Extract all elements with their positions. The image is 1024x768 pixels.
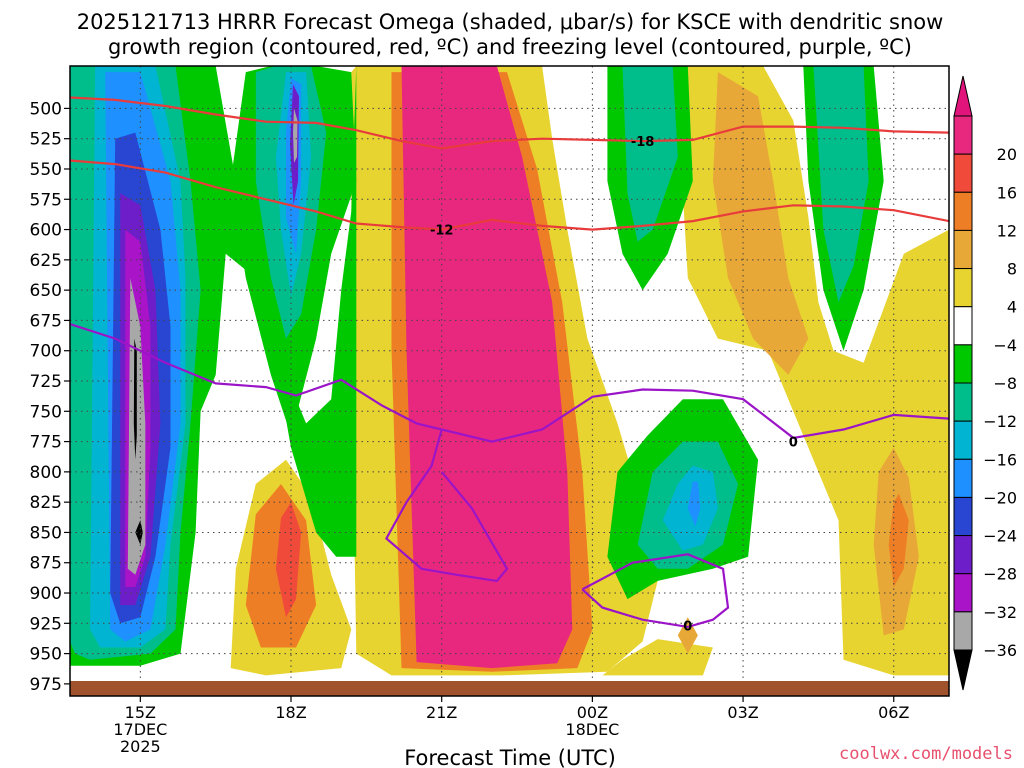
x-tick-label: 18DEC	[565, 720, 619, 739]
colorbar-label: 8	[1007, 260, 1017, 279]
y-tick-label: 700	[30, 342, 62, 362]
x-tick-label: 15Z	[125, 703, 156, 722]
omega-region-35	[687, 481, 701, 527]
y-tick-label: 900	[30, 584, 62, 604]
y-tick-label: 650	[30, 281, 62, 301]
y-tick-label: 975	[30, 675, 62, 695]
colorbar-swatch	[953, 535, 973, 575]
colorbar-label: −28	[983, 565, 1017, 584]
colorbar-swatch	[953, 306, 973, 346]
y-tick-label: 525	[30, 130, 62, 150]
omega-shading	[70, 66, 949, 676]
y-tick-label: 575	[30, 190, 62, 210]
freezing-contour-2-label: 0	[683, 620, 692, 635]
y-tick-label: 675	[30, 311, 62, 331]
dgz-contour-1	[70, 159, 949, 231]
y-tick-label: 725	[30, 372, 62, 392]
y-tick-label: 600	[30, 221, 62, 241]
colorbar-swatch	[953, 420, 973, 460]
chart-title-line1: 2025121713 HRRR Forecast Omega (shaded, …	[77, 10, 944, 34]
omega-region-2	[401, 66, 573, 669]
dgz-contour-0	[70, 96, 949, 150]
freezing-contour-1	[385, 429, 509, 583]
y-axis-ticks: 500 525 550 575 600 625 650 675 700 725 750 775 800 8…	[30, 99, 70, 695]
omega-region-20	[133, 338, 137, 460]
omega-region-7	[712, 72, 809, 375]
x-tick-label: 03Z	[727, 703, 758, 722]
colorbar-label: −36	[983, 641, 1017, 660]
omega-region-21	[135, 520, 143, 545]
colorbar-label: 12	[997, 221, 1017, 240]
ground-strip	[70, 681, 949, 696]
colorbar-swatch	[953, 153, 973, 193]
colorbar-swatch	[953, 458, 973, 498]
temperature-contours: -18 -12 0 0	[70, 96, 949, 635]
colorbar-swatch	[953, 344, 973, 384]
colorbar-label: −12	[983, 412, 1017, 431]
colorbar-swatch	[953, 611, 973, 651]
omega-region-31	[813, 66, 869, 303]
y-tick-label: 775	[30, 433, 62, 453]
colorbar-label: −4	[993, 336, 1017, 355]
y-tick-label: 950	[30, 645, 62, 665]
x-tick-label: 00Z	[577, 703, 608, 722]
y-tick-label: 850	[30, 523, 62, 543]
colorbar-swatch	[953, 382, 973, 422]
x-tick-label: 2025	[120, 737, 161, 756]
colorbar-swatch	[953, 496, 973, 537]
omega-region-5	[275, 502, 302, 618]
freezing-contour-2	[581, 553, 730, 629]
colorbar-label: −8	[993, 374, 1017, 393]
dgz-contour-1-label: -12	[430, 224, 454, 239]
omega-region-29	[622, 66, 678, 242]
colorbar-label: −20	[983, 488, 1017, 507]
colorbar-swatch	[953, 268, 973, 308]
freezing-contour-0-label: 0	[789, 436, 798, 451]
x-tick-label: 18Z	[275, 703, 306, 722]
y-tick-label: 550	[30, 160, 62, 180]
colorbar-label: 20	[997, 145, 1017, 164]
x-tick-label: 17DEC	[113, 720, 167, 739]
colorbar-top-arrow	[953, 75, 973, 117]
x-axis-label: Forecast Time (UTC)	[404, 746, 616, 768]
x-tick-label: 21Z	[426, 703, 457, 722]
y-tick-label: 825	[30, 493, 62, 513]
colorbar-swatch	[953, 229, 973, 270]
colorbar-label: −24	[983, 527, 1017, 546]
x-tick-label: 06Z	[878, 703, 909, 722]
colorbar-bottom-arrow	[953, 649, 973, 691]
colorbar-label: 16	[997, 183, 1017, 202]
colorbar-swatch	[953, 115, 973, 155]
y-tick-label: 875	[30, 554, 62, 574]
y-tick-label: 800	[30, 463, 62, 483]
colorbar-label: −16	[983, 450, 1017, 469]
freezing-contour-0	[70, 323, 949, 443]
y-tick-label: 625	[30, 251, 62, 271]
colorbar-swatch	[953, 573, 973, 613]
y-tick-label: 750	[30, 402, 62, 422]
colorbar: 20 16 12 8 4 −4 −8 −12 −16 −20 −24 −28 −32 −36	[953, 75, 1017, 691]
colorbar-swatch	[953, 191, 973, 231]
credit-text: coolwx.com/models	[839, 744, 1013, 764]
chart-title-line2: growth region (contoured, red, ºC) and f…	[108, 35, 912, 59]
colorbar-label: 4	[1007, 298, 1017, 317]
colorbar-label: −32	[983, 603, 1017, 622]
dgz-contour-0-label: -18	[631, 135, 655, 150]
y-tick-label: 500	[30, 99, 62, 119]
y-tick-label: 925	[30, 614, 62, 634]
